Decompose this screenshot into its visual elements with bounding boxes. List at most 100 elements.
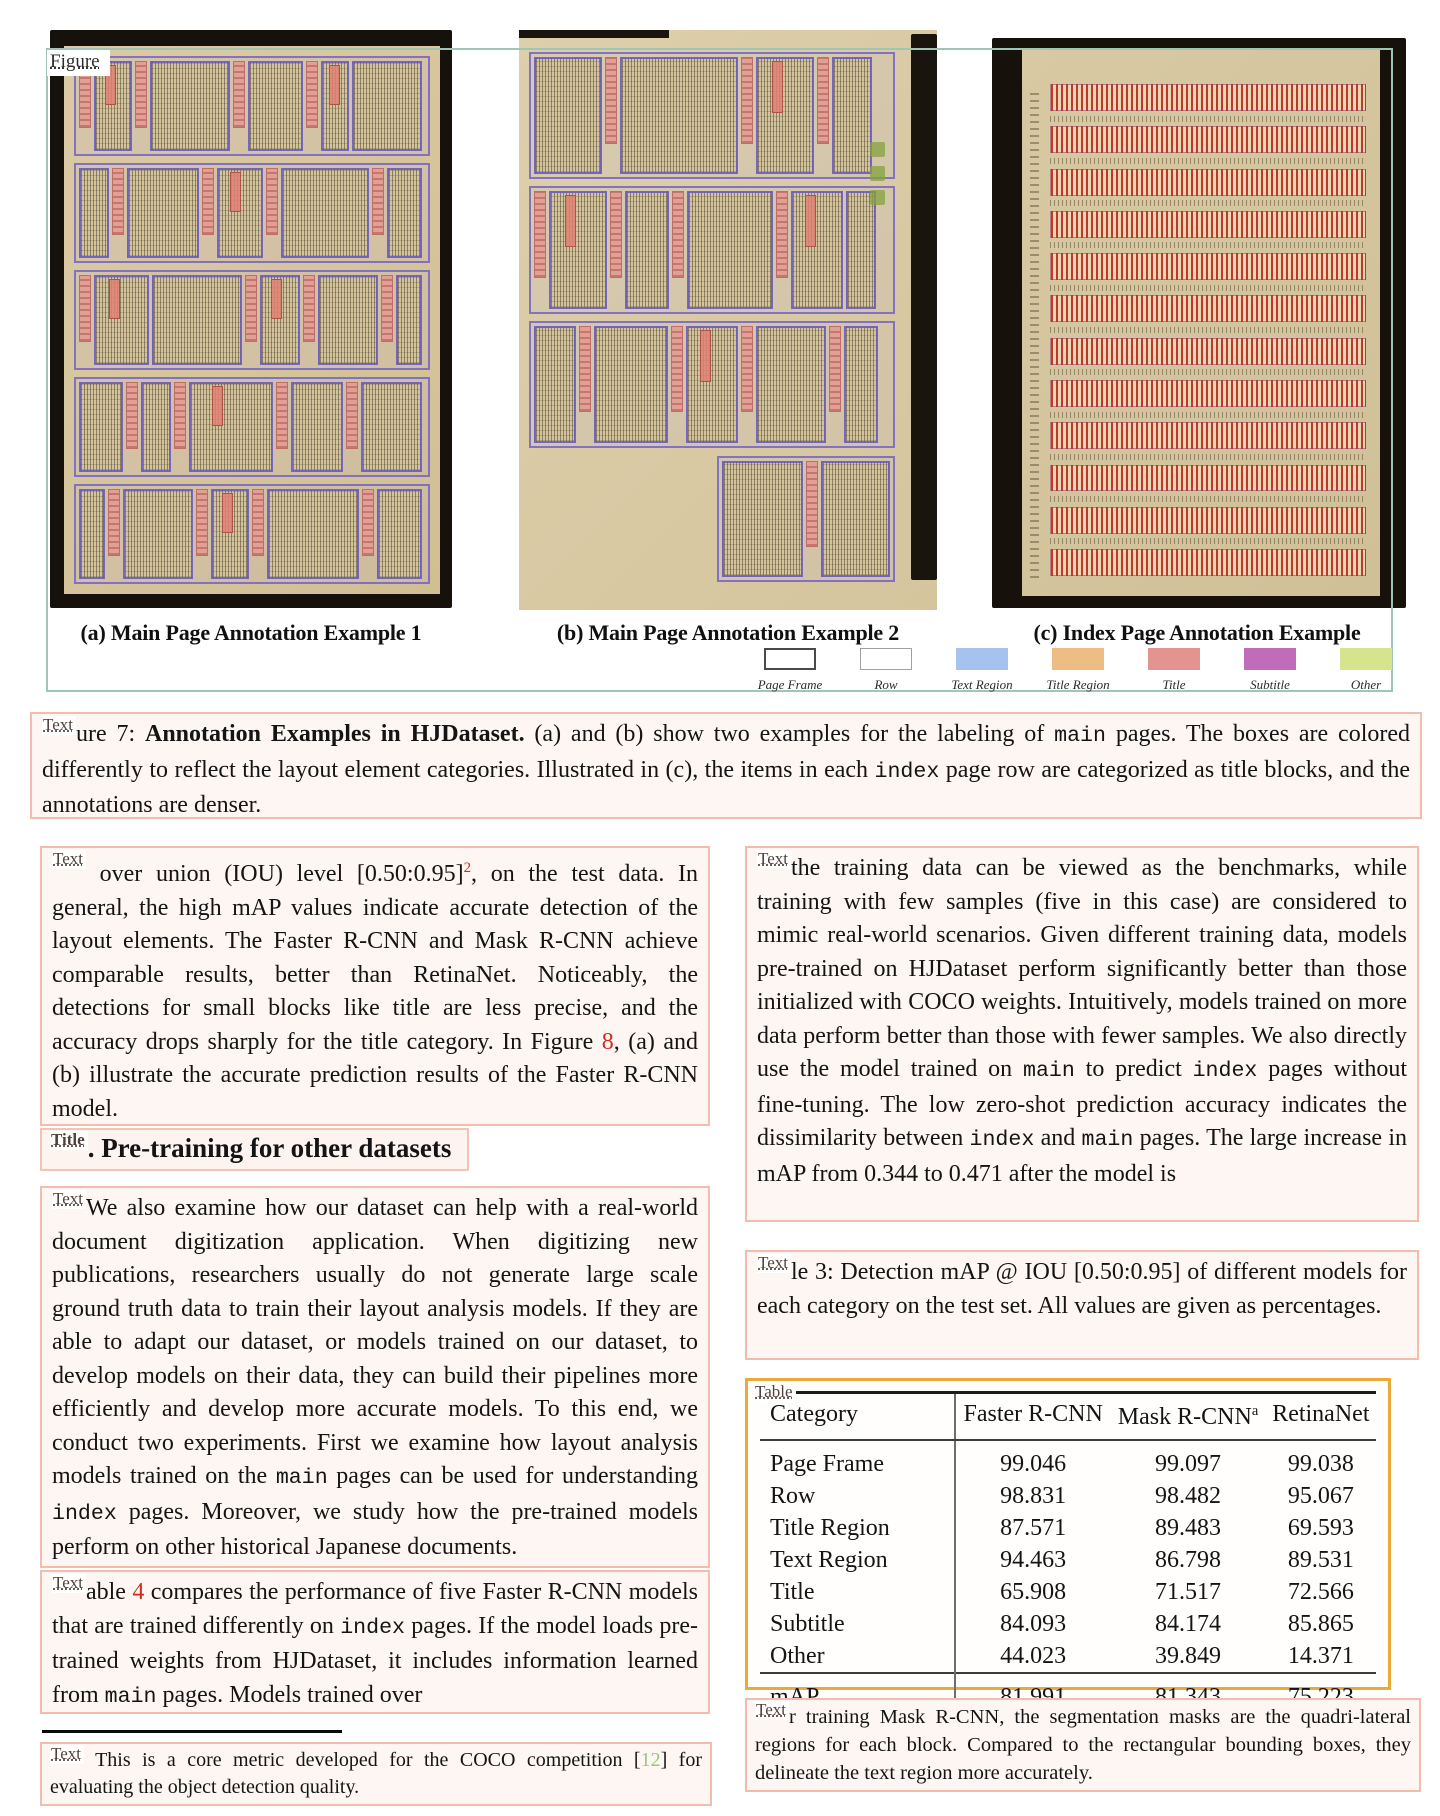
- index-title-row: [1050, 210, 1366, 238]
- index-title-row: [1050, 253, 1366, 281]
- index-row-gap: [1050, 111, 1366, 126]
- category-cell: Page Frame: [760, 1440, 956, 1480]
- text-segment: , (a) and (b) illustrate the accurate pr…: [52, 1028, 699, 1122]
- text-region-block: [152, 275, 242, 365]
- text-segment: pages without fine-tuning. The low zero-…: [757, 1056, 1407, 1151]
- figure-panel-b: [519, 30, 937, 610]
- table-annotation-box: Table Category Faster R-CNN Mask R-CNNa …: [745, 1378, 1391, 1721]
- title-strip: [741, 325, 753, 413]
- title-strip: [671, 325, 683, 413]
- index-row-gap: [1050, 280, 1366, 295]
- row-band: [74, 163, 430, 263]
- category-cell: Subtitle: [760, 1608, 956, 1640]
- table-row: Other 44.023 39.849 14.371: [760, 1640, 1376, 1673]
- title-strip: [196, 489, 208, 556]
- category-cell: Row: [760, 1480, 956, 1512]
- text-block: Text We also examine how our dataset can …: [40, 1186, 710, 1568]
- row-band: [74, 270, 430, 370]
- text-region-block: [387, 168, 422, 258]
- text-segment: pages. The boxes are colored differently…: [42, 721, 1411, 783]
- text-region-block: [94, 61, 132, 151]
- text-region-block: [79, 382, 123, 472]
- legend-item: Other: [1318, 648, 1414, 693]
- ref-link[interactable]: 4: [132, 1579, 145, 1605]
- panel-caption-c: (c) Index Page Annotation Example: [1033, 620, 1361, 645]
- text-segment: index: [1192, 1059, 1258, 1083]
- results-table: Category Faster R-CNN Mask R-CNNa Retina…: [760, 1391, 1376, 1721]
- annotation-tag: Text: [755, 1701, 789, 1720]
- text-segment: compares the performance of five Faster …: [52, 1579, 698, 1639]
- index-title-row: [1050, 84, 1366, 111]
- figure-caption-block: Text ure 7: Annotation Examples in HJData…: [30, 712, 1422, 819]
- text-region-block: [248, 61, 303, 151]
- text-segment: index: [969, 1128, 1035, 1152]
- category-cell: Title: [760, 1576, 956, 1608]
- title-strip: [605, 57, 617, 144]
- value-cell: 99.038: [1287, 1451, 1354, 1477]
- index-title-row: [1050, 337, 1366, 365]
- index-rows: [1050, 84, 1366, 577]
- text-region-block: [79, 489, 105, 579]
- text-region-block: [534, 325, 576, 443]
- legend-swatch: [1052, 648, 1104, 670]
- index-row-gap: [1050, 407, 1366, 422]
- value-cell: 95.067: [1287, 1483, 1354, 1509]
- title-strip: [534, 191, 546, 279]
- text-segment: (a) and (b) show two examples for the la…: [524, 721, 1055, 747]
- text-segment: le 3: Detection mAP @ IOU [0.50:0.95] of…: [757, 1259, 1407, 1319]
- title-strip: [79, 61, 91, 128]
- title-strip: [79, 275, 91, 342]
- text-region-block: [686, 325, 738, 443]
- text-segment: ] for evaluating the object detection qu…: [50, 1749, 702, 1798]
- text-segment: over union (IOU) level [0.50:0.95]: [99, 861, 464, 887]
- category-cell: Title Region: [760, 1512, 956, 1544]
- text-region-block: [211, 489, 249, 579]
- text-segment: , on the test data. In general, the high…: [52, 861, 698, 1055]
- table-footnote-marker: a: [1251, 1403, 1259, 1419]
- ref-link[interactable]: 8: [601, 1028, 614, 1055]
- value-cell: 86.798: [1155, 1547, 1221, 1573]
- table-row: Title Region 87.571 89.483 69.593: [760, 1512, 1376, 1544]
- paragraph-text: We also examine how our dataset can help…: [52, 1195, 698, 1560]
- table-caption-block: Text le 3: Detection mAP @ IOU [0.50:0.95…: [745, 1250, 1419, 1360]
- legend-item: Subtitle: [1222, 648, 1318, 693]
- text-region-block: [127, 168, 199, 258]
- annotated-blocks: [717, 456, 895, 582]
- row-band: [74, 484, 430, 584]
- row-band: [529, 186, 895, 314]
- value-cell: 99.046: [1000, 1451, 1067, 1477]
- title-strip: [126, 382, 138, 449]
- legend-label: Text Region: [951, 677, 1013, 692]
- section-heading-text: . Pre-training for other datasets: [87, 1133, 452, 1163]
- ref-link[interactable]: 2: [463, 860, 472, 876]
- table-row: Subtitle 84.093 84.174 85.865: [760, 1608, 1376, 1640]
- text-region-block: [281, 168, 369, 258]
- title-strip: [381, 275, 393, 342]
- title-strip: [245, 275, 257, 342]
- title-strip: [346, 382, 358, 449]
- text-segment: index: [874, 759, 940, 784]
- figure-panel-c: [992, 38, 1406, 608]
- legend-item: Row: [838, 648, 934, 693]
- legend-swatch: [1244, 648, 1296, 670]
- title-strip: [306, 61, 318, 128]
- footnote-block: Text This is a core metric developed for…: [40, 1742, 712, 1806]
- text-region-block: [377, 489, 422, 579]
- annotated-blocks: [529, 52, 895, 448]
- text-segment: index: [340, 1615, 406, 1640]
- legend-label: Row: [874, 677, 898, 692]
- title-strip: [266, 168, 278, 235]
- index-title-row: [1050, 295, 1366, 323]
- title-strip: [112, 168, 124, 235]
- ref-link[interactable]: 12: [640, 1749, 661, 1771]
- legend-item: Title Region: [1030, 648, 1126, 693]
- text-region-block: [321, 61, 349, 151]
- legend-label: Other: [1350, 677, 1382, 692]
- legend-swatch: [860, 648, 912, 670]
- legend-label: Title: [1162, 677, 1186, 692]
- index-row-gap: [1050, 365, 1366, 380]
- text-region-block: [150, 61, 230, 151]
- text-region-block: [820, 461, 891, 577]
- annotation-tag: Text: [757, 850, 791, 869]
